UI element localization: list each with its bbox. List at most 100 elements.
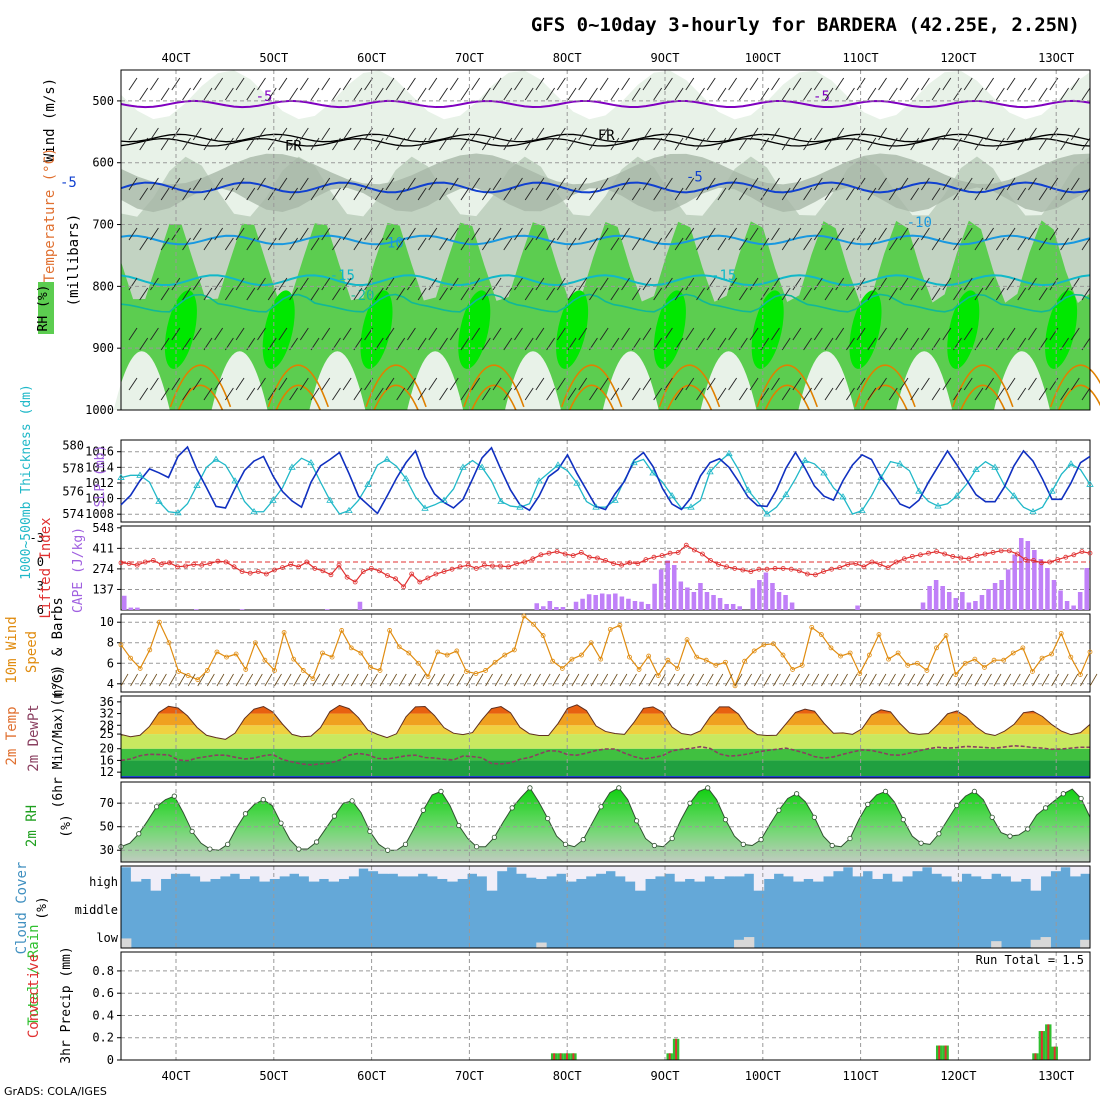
wind-speed-point <box>425 674 431 680</box>
wind-barb <box>439 187 448 201</box>
wind-barb <box>407 127 416 141</box>
contour-label: -10 <box>379 235 404 251</box>
thickness-point <box>915 487 923 494</box>
isotherm-line <box>120 274 1091 287</box>
wind-barb <box>760 87 770 101</box>
wind-barb <box>396 237 406 251</box>
wind-speed-point <box>147 647 153 653</box>
wind-speed-point <box>492 659 498 665</box>
wind-barb <box>460 87 470 101</box>
cloud-high-bar <box>417 866 429 874</box>
rh-blob <box>849 290 882 369</box>
precip-conv-bar <box>675 1038 678 1060</box>
cloud-high-bar <box>961 866 972 874</box>
wind-speed-point <box>905 662 911 668</box>
cloud-high-bar <box>239 866 251 879</box>
wind-barb <box>567 187 577 201</box>
wind-barb <box>178 673 186 687</box>
wind-barb <box>1028 127 1037 141</box>
li-point <box>829 566 834 572</box>
rh-point <box>438 788 444 795</box>
wind-barb <box>685 327 695 341</box>
li-point <box>1023 557 1028 562</box>
wind-barb <box>781 387 791 401</box>
contour-label: -15 <box>330 268 355 284</box>
x-tick-label-bottom: 7OCT <box>455 1069 484 1083</box>
wind-barb <box>128 327 138 341</box>
wind-speed-point <box>272 668 277 673</box>
li-point <box>974 553 980 558</box>
wind-barb <box>396 87 406 101</box>
wind-barb <box>331 673 340 687</box>
wind-barb <box>835 127 845 141</box>
panel-frame <box>120 695 1091 779</box>
cloud-units-label: (%) <box>35 896 50 919</box>
li-point <box>821 569 826 574</box>
wind-speed-point <box>991 657 997 663</box>
cape-bar <box>239 609 245 610</box>
thickness-point <box>991 463 999 470</box>
wind-barb <box>207 673 215 687</box>
wind-barb <box>629 673 637 687</box>
wind-barb <box>321 127 331 141</box>
wind-barb <box>533 673 541 687</box>
wind-barb <box>214 377 224 391</box>
rh-blob <box>1045 290 1078 369</box>
cape-bar <box>1038 559 1044 610</box>
wind-barb <box>953 237 962 251</box>
cloud-high-bar <box>773 866 784 874</box>
wind-speed-point <box>176 669 181 674</box>
li-point <box>748 569 754 574</box>
li-point <box>441 569 447 574</box>
wind-barb <box>728 377 738 391</box>
wind-barb <box>734 673 743 687</box>
cape-bar <box>1045 568 1050 610</box>
slp-tick-label: 1010 <box>85 492 114 506</box>
rh-point <box>758 837 764 843</box>
wind-barb <box>706 177 716 191</box>
wind-barb <box>667 673 676 687</box>
cloud-high-bar <box>308 866 320 882</box>
wind-barb <box>567 237 577 251</box>
wind-barb <box>830 673 839 687</box>
wind-barb <box>235 277 245 291</box>
thickness-point <box>136 471 144 478</box>
wind-barb <box>128 377 138 391</box>
isotherm-orange <box>1057 384 1100 411</box>
wind-barb <box>128 77 138 91</box>
rh-point <box>153 804 160 810</box>
wind-speed-point <box>684 637 690 643</box>
wind-barb <box>674 287 684 301</box>
wind-barb <box>160 337 170 351</box>
wind-barb <box>254 673 263 687</box>
wind-barb <box>664 327 673 341</box>
li-point <box>498 563 503 569</box>
wind-barb <box>706 277 716 291</box>
wind-barb <box>310 237 320 251</box>
wind-barb <box>364 177 373 191</box>
rh-point <box>171 793 177 799</box>
wind-speed-point <box>387 628 393 633</box>
wind-label-1: 10m Wind <box>4 616 20 683</box>
wind-barb <box>1006 77 1016 91</box>
li-point <box>1047 559 1053 565</box>
isotherm-orange <box>756 364 819 408</box>
wind-barb <box>214 177 224 191</box>
wind-barb <box>792 377 802 391</box>
precip-conv-bar <box>572 1053 575 1060</box>
wind-speed-point <box>655 673 661 678</box>
li-point <box>982 551 988 557</box>
wind-speed-point <box>809 624 815 630</box>
wind-barb <box>267 187 277 201</box>
wind-barb <box>407 227 416 241</box>
wind-tick-label: 6 <box>107 656 114 670</box>
wind-barb <box>524 87 534 101</box>
wind-barb <box>278 327 288 341</box>
wind-barb <box>744 673 752 687</box>
cloud-high-bar <box>684 866 695 879</box>
wind-barb <box>867 187 877 201</box>
wind-barb <box>749 377 759 391</box>
wind-speed-point <box>128 655 133 661</box>
wind-barb <box>139 287 149 301</box>
wind-barb <box>546 187 555 201</box>
